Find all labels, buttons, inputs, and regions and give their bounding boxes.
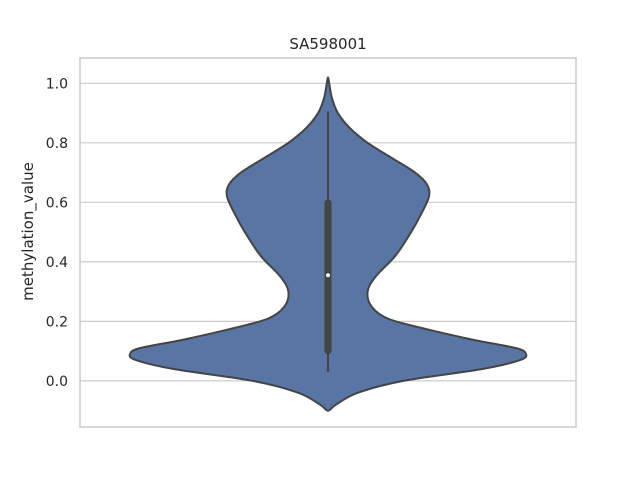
y-tick-labels: 0.0 0.2 0.4 0.6 0.8 1.0 [46,76,68,390]
y-tick-label: 0.0 [46,374,68,390]
y-axis-label: methylation_value [19,162,38,301]
y-tick-label: 0.8 [46,136,68,152]
y-tick-label: 1.0 [46,76,68,92]
chart-title: SA598001 [289,35,366,53]
plot-frame [79,57,577,428]
y-tick-label: 0.2 [46,314,68,330]
violin-median-point [326,273,330,278]
y-tick-label: 0.4 [46,255,68,271]
y-tick-label: 0.6 [46,195,68,211]
box-layer [324,111,332,372]
